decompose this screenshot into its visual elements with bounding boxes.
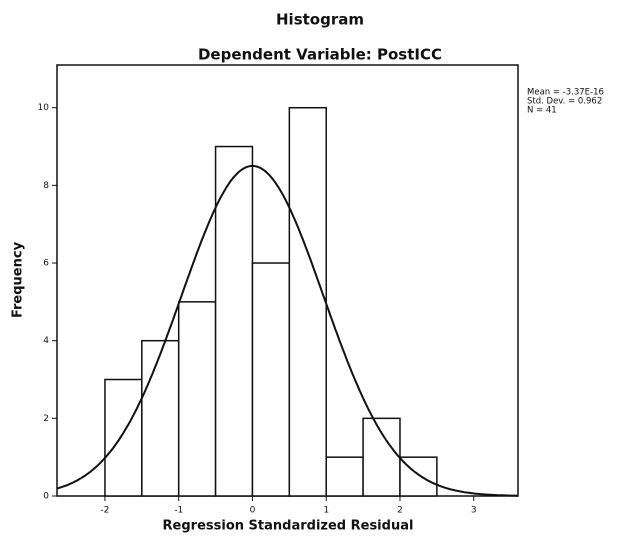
x-tick-label: 3 [471,506,477,516]
chart-title: Histogram [276,11,364,29]
bar [214,145,254,497]
bar [325,456,364,497]
y-tick-label: 4 [43,336,49,346]
bar [251,262,291,497]
x-tick-label: -1 [174,506,183,516]
x-tick-label: -2 [100,506,109,516]
x-tick-label: 0 [250,506,256,516]
bar [177,301,217,497]
stats-label: Std. Dev. = 0.962 [527,97,602,107]
x-tick-label: 1 [323,506,329,516]
bar [362,417,401,497]
x-tick-label: 2 [397,506,403,516]
stats-label: N = 41 [527,106,557,116]
bar [288,106,327,497]
stats-label: Mean = -3.37E-16 [527,88,604,98]
bar [104,378,143,497]
y-tick-label: 6 [43,259,49,269]
y-tick-label: 2 [43,414,49,424]
y-tick-label: 10 [38,103,50,113]
x-axis-label: Regression Standardized Residual [163,519,414,534]
chart-subtitle: Dependent Variable: PostICC [198,46,442,64]
y-axis-label: Frequency [11,241,26,318]
y-tick-label: 0 [43,492,49,502]
normal-curve [56,164,518,497]
bar [141,339,180,497]
y-tick-label: 8 [43,181,49,191]
